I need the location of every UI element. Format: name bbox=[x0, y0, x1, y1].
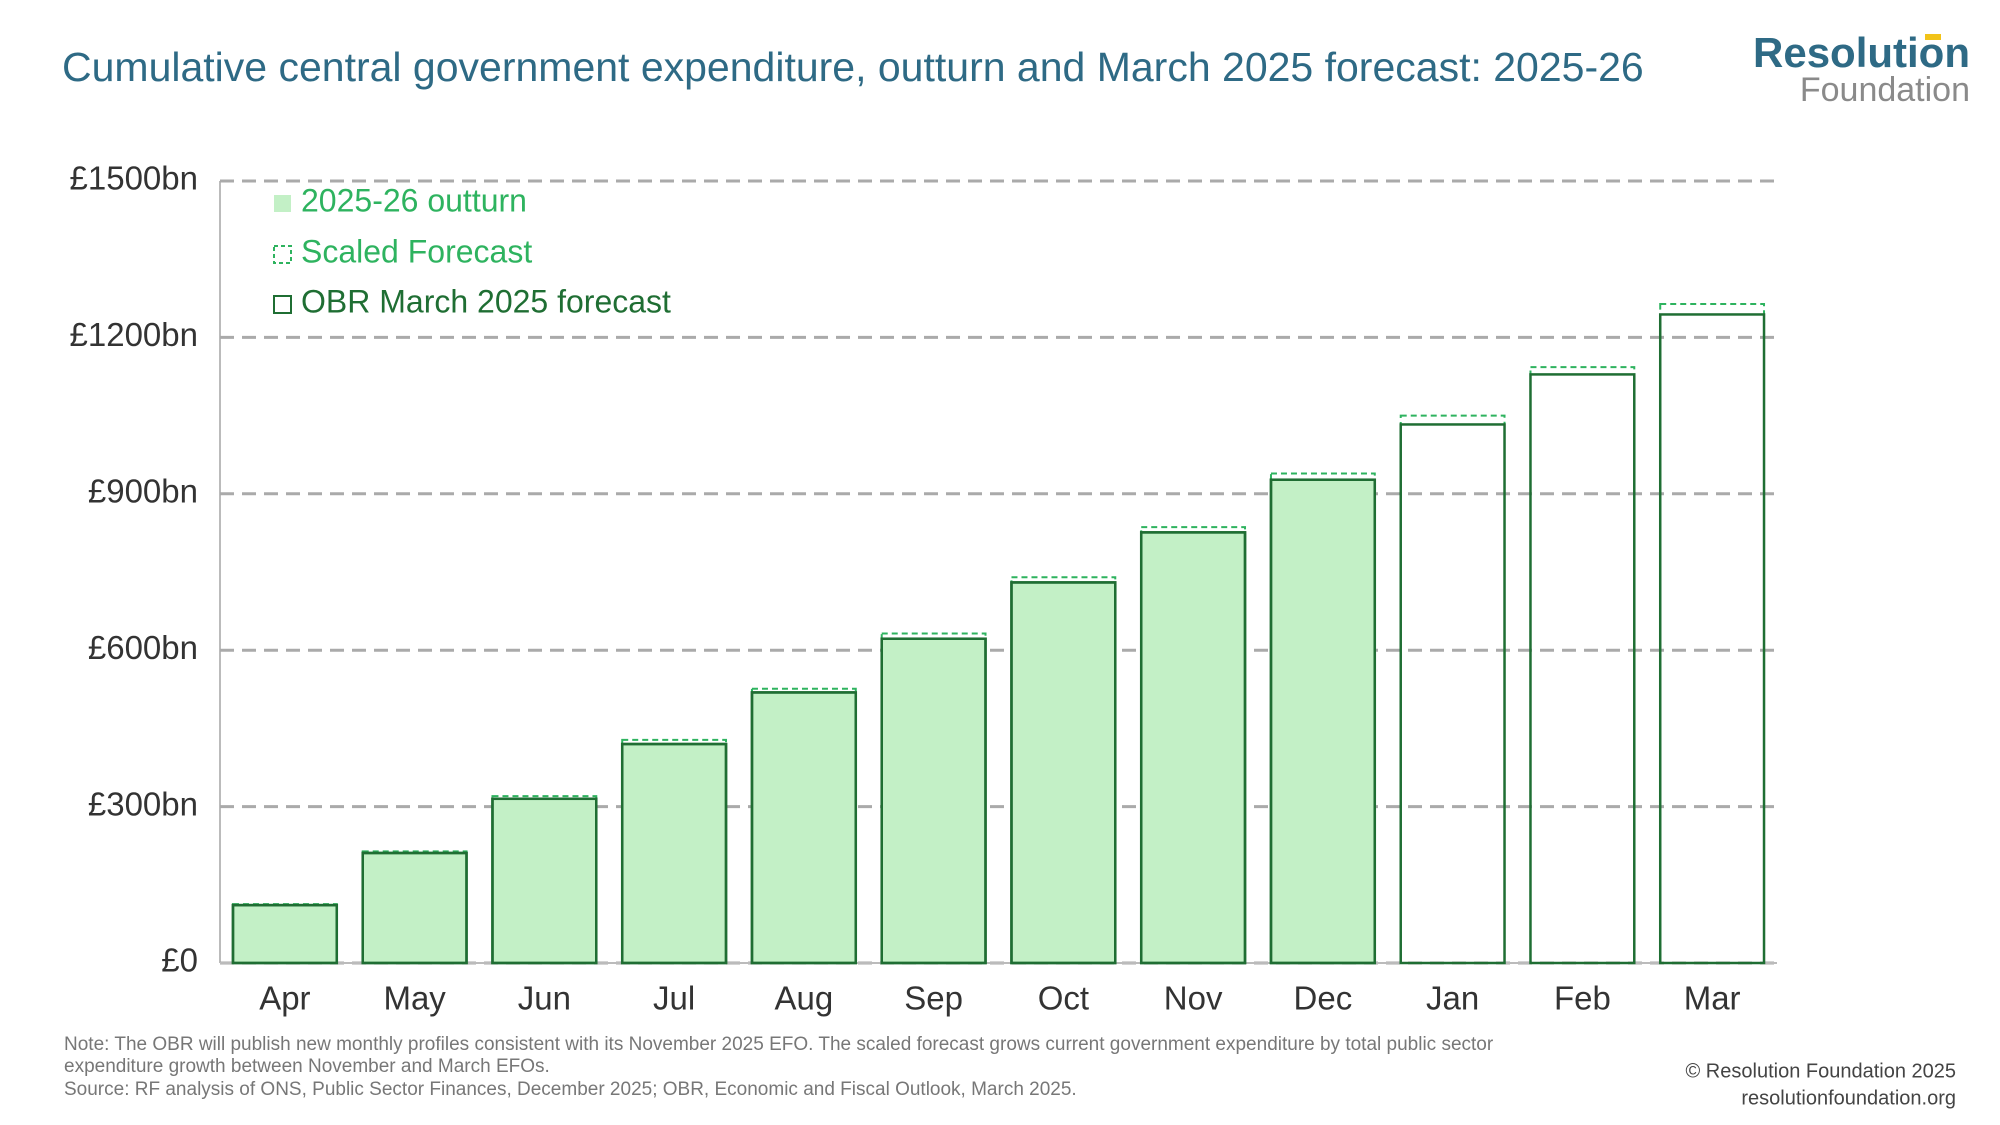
note: expenditure growth between November and … bbox=[64, 1056, 550, 1077]
x-tick-label: Sep bbox=[904, 980, 963, 1017]
bar bbox=[1141, 532, 1246, 963]
y-tick-label: £600bn bbox=[88, 629, 198, 666]
legend-marker bbox=[274, 195, 291, 212]
y-tick-label: £1200bn bbox=[70, 316, 198, 353]
x-tick-label: May bbox=[383, 980, 446, 1017]
chart-title: Cumulative central government expenditur… bbox=[62, 44, 1644, 90]
website: resolutionfoundation.org bbox=[1741, 1087, 1956, 1109]
bar bbox=[1270, 479, 1375, 963]
logo-sub: Foundation bbox=[1800, 71, 1970, 109]
x-tick-label: Aug bbox=[775, 980, 834, 1017]
bar-outline bbox=[361, 851, 468, 965]
x-tick-label: Feb bbox=[1554, 980, 1611, 1017]
bar bbox=[1529, 366, 1636, 964]
x-tick-label: Dec bbox=[1294, 980, 1353, 1017]
bar bbox=[1529, 373, 1636, 965]
logo-accent bbox=[1925, 34, 1941, 40]
copyright: © Resolution Foundation 2025 bbox=[1686, 1060, 1956, 1082]
bar bbox=[622, 744, 727, 963]
bar bbox=[492, 798, 597, 963]
bar-outline bbox=[1269, 478, 1377, 965]
legend-label: 2025-26 outturn bbox=[301, 182, 527, 218]
bar bbox=[1399, 423, 1506, 965]
x-tick-label: Jan bbox=[1426, 980, 1479, 1017]
y-tick-label: £900bn bbox=[88, 473, 198, 510]
bar-outline bbox=[231, 903, 339, 965]
y-tick-label: £0 bbox=[161, 942, 198, 979]
x-tick-label: Oct bbox=[1038, 980, 1089, 1017]
bar bbox=[1011, 582, 1116, 963]
x-tick-label: Apr bbox=[259, 980, 310, 1017]
bar-outline bbox=[880, 637, 987, 965]
bar bbox=[1399, 414, 1506, 965]
bar bbox=[232, 905, 337, 963]
source: Source: RF analysis of ONS, Public Secto… bbox=[64, 1079, 1077, 1100]
bar bbox=[362, 852, 467, 963]
bar-outline bbox=[750, 691, 858, 965]
legend-label: Scaled Forecast bbox=[301, 233, 532, 269]
bar-outline bbox=[1010, 581, 1117, 965]
legend-marker bbox=[273, 295, 292, 314]
x-tick-label: Jul bbox=[653, 980, 695, 1017]
bar bbox=[881, 638, 986, 963]
legend-label: OBR March 2025 forecast bbox=[301, 283, 671, 319]
x-tick-label: Jun bbox=[518, 980, 571, 1017]
bar-outline bbox=[491, 797, 598, 965]
x-tick-label: Mar bbox=[1684, 980, 1741, 1017]
note: Note: The OBR will publish new monthly p… bbox=[64, 1034, 1494, 1055]
x-tick-label: Nov bbox=[1164, 980, 1223, 1017]
bar-outline bbox=[1139, 531, 1247, 965]
bar bbox=[1659, 303, 1766, 964]
bar bbox=[1658, 313, 1766, 965]
y-tick-label: £1500bn bbox=[70, 160, 198, 197]
bar bbox=[751, 692, 856, 963]
y-tick-label: £300bn bbox=[88, 785, 198, 822]
legend-marker bbox=[273, 245, 292, 264]
bar-outline bbox=[620, 742, 728, 965]
